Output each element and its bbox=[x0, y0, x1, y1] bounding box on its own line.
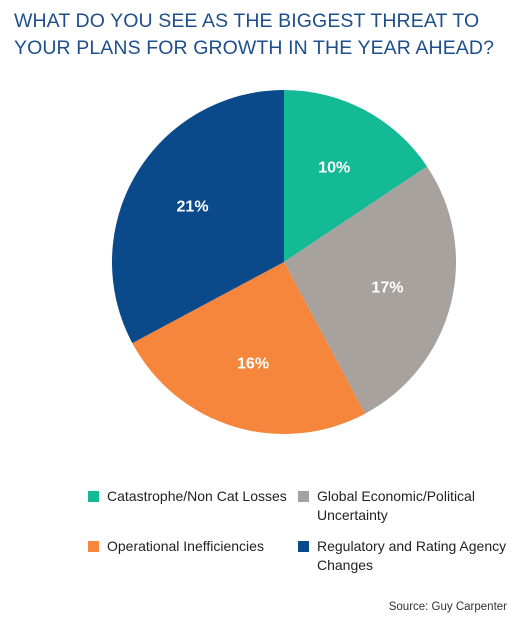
pie-slice-regulatory bbox=[111, 90, 284, 344]
legend-label-catastrophe: Catastrophe/Non Cat Losses bbox=[107, 488, 287, 504]
chart-title: WHAT DO YOU SEE AS THE BIGGEST THREAT TO… bbox=[14, 10, 495, 59]
slice-label-operational: 16% bbox=[237, 356, 269, 373]
legend-item-operational: Operational Inefficiencies bbox=[88, 537, 298, 575]
legend-swatch-regulatory bbox=[298, 541, 309, 552]
slice-label-regulatory: 21% bbox=[177, 199, 209, 216]
source-note: Source: Guy Carpenter bbox=[388, 601, 507, 613]
legend-item-catastrophe: Catastrophe/Non Cat Losses bbox=[88, 487, 298, 525]
pie-chart: 10% 17% 16% 21% bbox=[111, 90, 457, 434]
pie-slice-catastrophe bbox=[284, 90, 428, 262]
slice-label-catastrophe: 10% bbox=[318, 159, 350, 176]
legend-swatch-catastrophe bbox=[88, 491, 99, 502]
legend-label-global-economic: Global Economic/Political Uncertainty bbox=[317, 488, 475, 523]
legend-item-regulatory: Regulatory and Rating Agency Changes bbox=[298, 537, 508, 575]
legend-item-global-economic: Global Economic/Political Uncertainty bbox=[298, 487, 508, 525]
pie-slice-global-economic bbox=[284, 166, 457, 414]
pie-slice-operational bbox=[132, 262, 366, 434]
legend: Catastrophe/Non Cat Losses Global Econom… bbox=[88, 487, 508, 575]
legend-swatch-operational bbox=[88, 541, 99, 552]
legend-label-operational: Operational Inefficiencies bbox=[107, 538, 264, 554]
slice-label-global-economic: 17% bbox=[371, 279, 403, 296]
legend-label-regulatory: Regulatory and Rating Agency Changes bbox=[317, 538, 507, 573]
legend-swatch-global-economic bbox=[298, 491, 309, 502]
